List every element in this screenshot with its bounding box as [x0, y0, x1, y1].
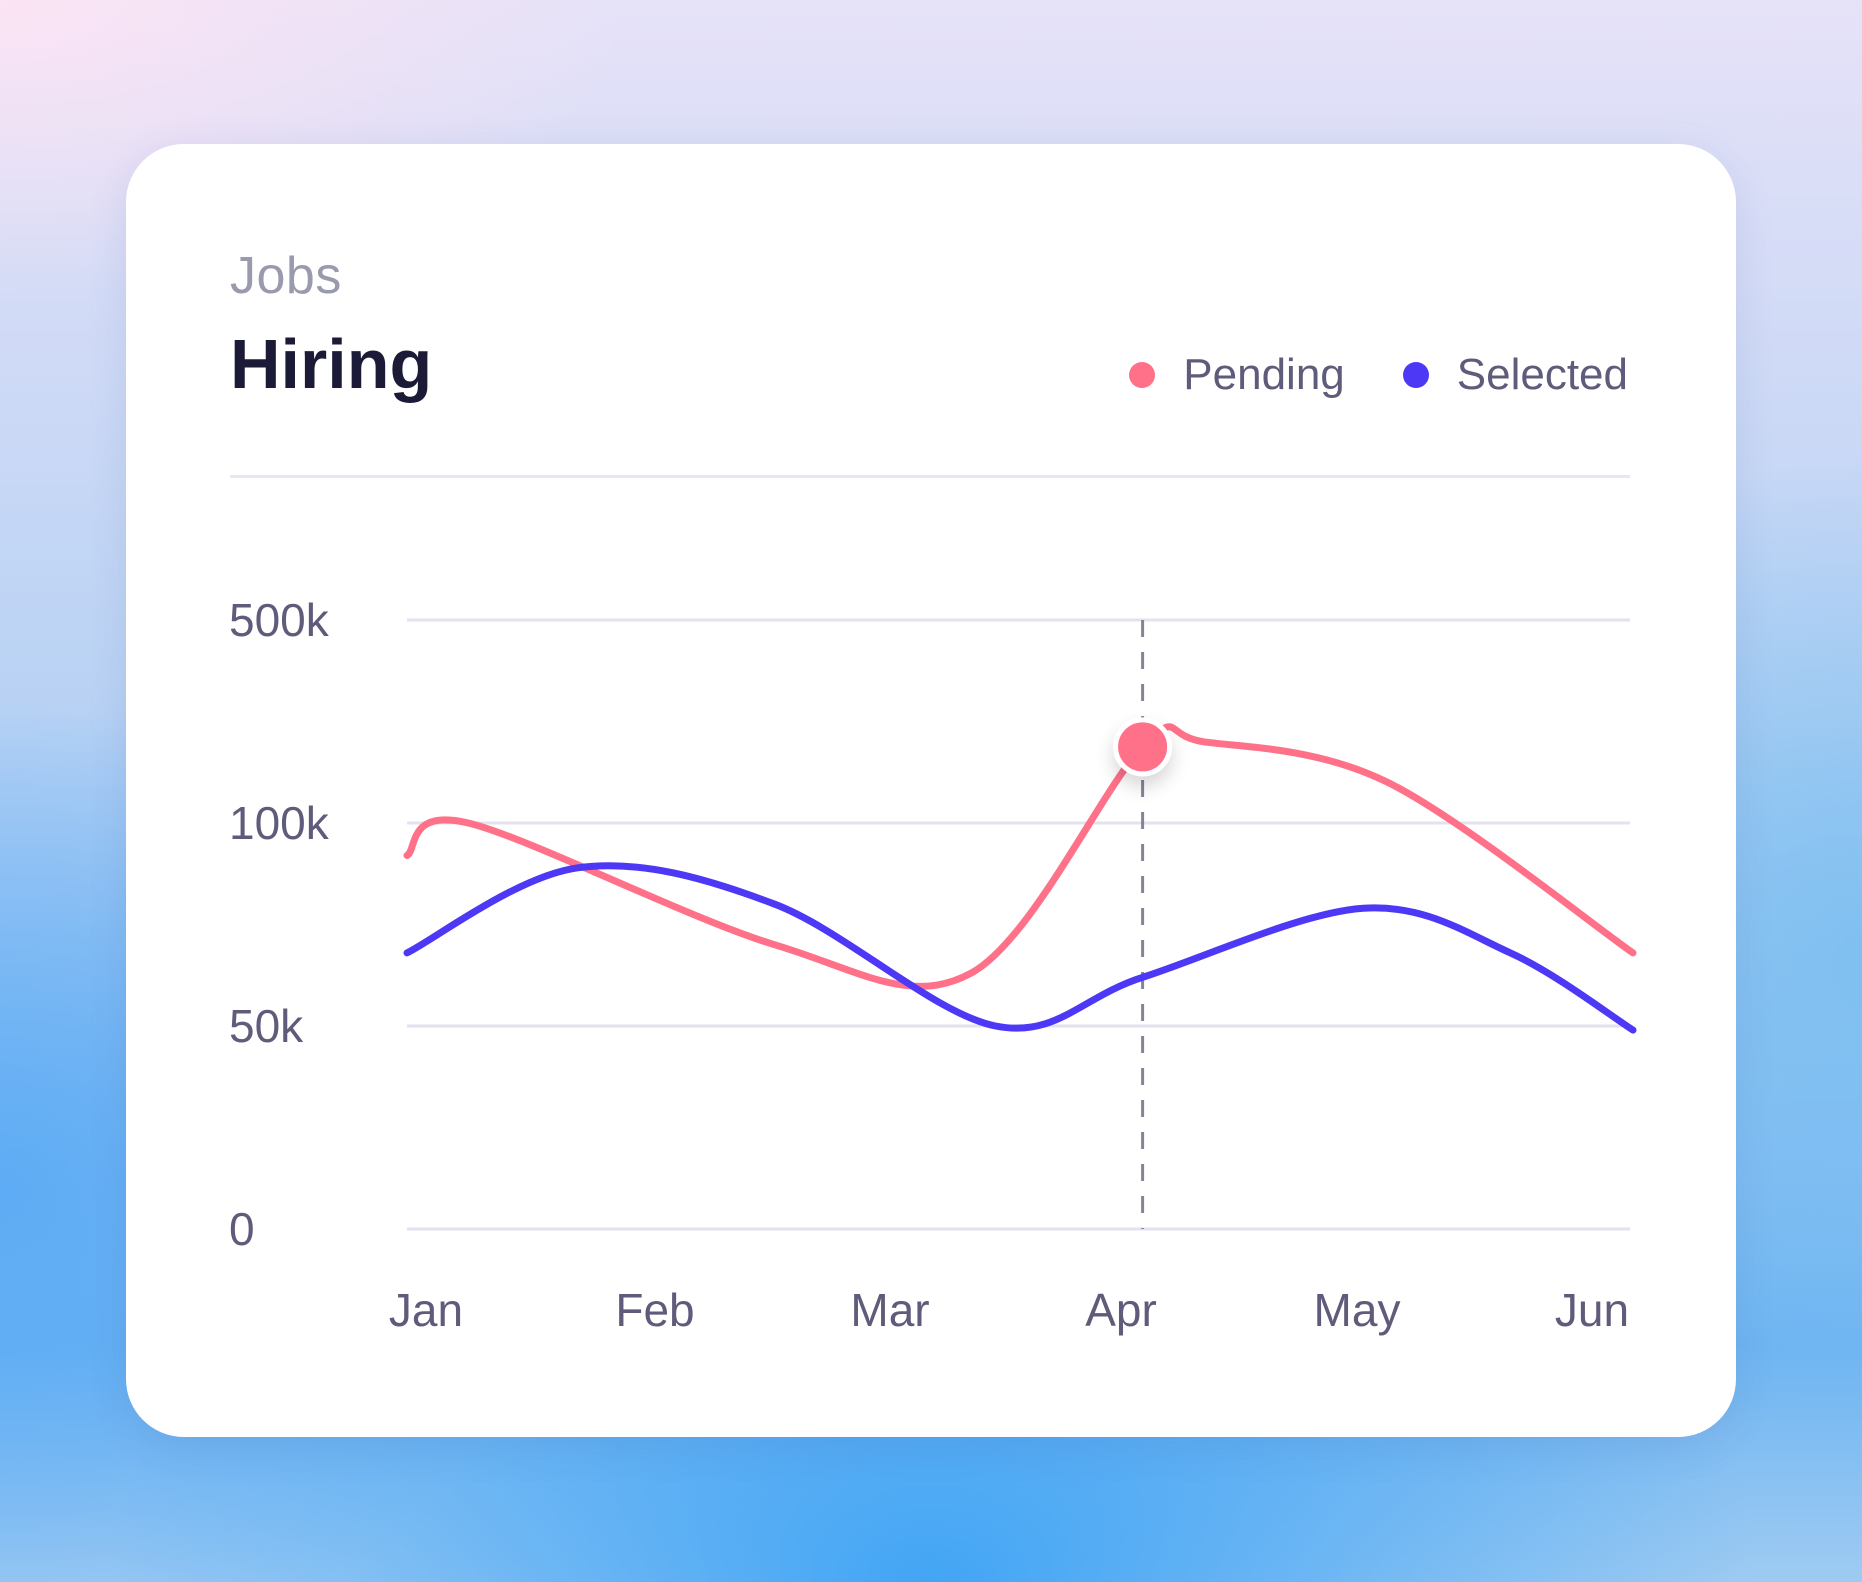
y-tick-label: 500k	[229, 594, 330, 646]
hiring-line-chart: 500k 100k 50k 0 Jan Feb Mar Apr May Jun	[229, 594, 1637, 1336]
x-tick-label: Feb	[615, 1284, 694, 1336]
x-tick-label: Jun	[1555, 1284, 1629, 1336]
x-tick-label: Jan	[389, 1284, 463, 1336]
series-line-pending	[403, 723, 1637, 990]
legend-item-pending[interactable]: Pending	[1129, 350, 1345, 400]
highlight-point-pending[interactable]	[1113, 717, 1173, 777]
legend-dot-pending	[1129, 362, 1156, 388]
card-subtitle: Jobs	[230, 247, 342, 305]
y-tick-label: 100k	[229, 797, 330, 849]
card-title: Hiring	[230, 325, 433, 403]
y-axis-ticks: 500k 100k 50k 0	[229, 594, 330, 1255]
legend-label-pending: Pending	[1183, 350, 1345, 399]
highlight-markers	[1113, 717, 1173, 777]
x-tick-label: Apr	[1085, 1284, 1157, 1336]
legend-label-selected: Selected	[1456, 350, 1628, 399]
series-line-selected	[403, 862, 1637, 1034]
x-tick-label: Mar	[850, 1284, 929, 1336]
y-tick-label: 50k	[229, 1000, 304, 1052]
x-axis-ticks: Jan Feb Mar Apr May Jun	[389, 1284, 1629, 1336]
legend-item-selected[interactable]: Selected	[1402, 350, 1628, 400]
legend-dot-selected	[1402, 362, 1429, 388]
series-lines	[403, 723, 1637, 1034]
header-divider	[230, 475, 1630, 478]
chart-legend: Pending Selected	[1129, 350, 1628, 400]
x-tick-label: May	[1314, 1284, 1401, 1336]
y-tick-label: 0	[229, 1203, 255, 1255]
hiring-card: Jobs Hiring Pending Selected 500k 100k 50k…	[126, 144, 1736, 1437]
